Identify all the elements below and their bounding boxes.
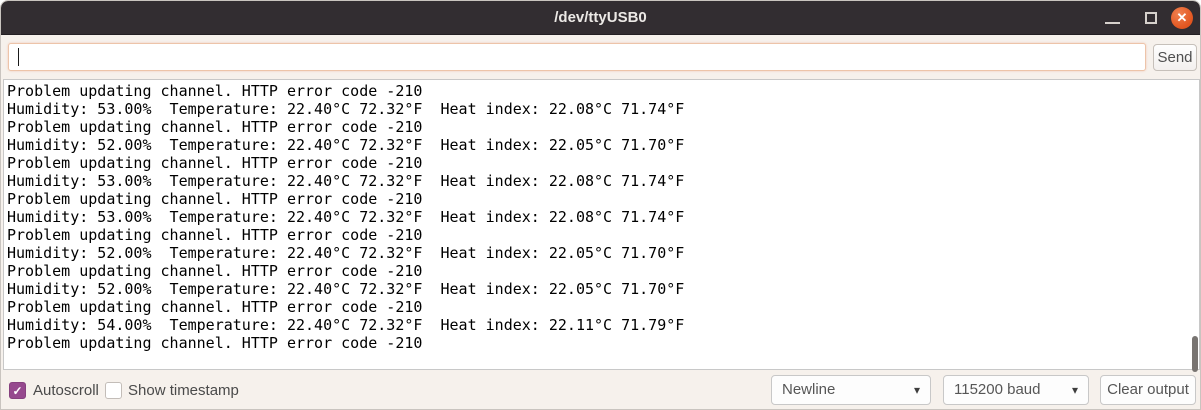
serial-output-area[interactable]: Problem updating channel. HTTP error cod… xyxy=(3,79,1200,370)
line-ending-selected: Newline xyxy=(782,381,836,398)
text-cursor xyxy=(18,48,19,66)
serial-output-line: Humidity: 52.00% Temperature: 22.40°C 72… xyxy=(7,136,685,154)
autoscroll-label[interactable]: Autoscroll xyxy=(33,382,99,399)
serial-output-line: Humidity: 54.00% Temperature: 22.40°C 72… xyxy=(7,316,685,334)
scrollbar-track[interactable] xyxy=(1191,79,1199,372)
serial-output-line: Humidity: 53.00% Temperature: 22.40°C 72… xyxy=(7,172,685,190)
line-ending-dropdown[interactable]: Newline ▾ xyxy=(771,375,931,405)
send-row: Send xyxy=(1,36,1200,79)
serial-output-line: Humidity: 53.00% Temperature: 22.40°C 72… xyxy=(7,208,685,226)
clear-output-button[interactable]: Clear output xyxy=(1100,375,1196,405)
serial-output-line: Humidity: 52.00% Temperature: 22.40°C 72… xyxy=(7,244,685,262)
serial-output-line: Humidity: 52.00% Temperature: 22.40°C 72… xyxy=(7,280,685,298)
scrollbar-thumb[interactable] xyxy=(1192,336,1198,372)
serial-output-line: Problem updating channel. HTTP error cod… xyxy=(7,262,423,280)
autoscroll-checkbox[interactable]: ✓ xyxy=(9,382,26,399)
show-timestamp-checkbox[interactable] xyxy=(105,382,122,399)
show-timestamp-label[interactable]: Show timestamp xyxy=(128,382,239,399)
close-icon[interactable]: ✕ xyxy=(1171,7,1193,29)
chevron-down-icon: ▾ xyxy=(913,383,920,397)
serial-output-line: Problem updating channel. HTTP error cod… xyxy=(7,82,423,100)
serial-output-line: Problem updating channel. HTTP error cod… xyxy=(7,298,423,316)
serial-output-line: Problem updating channel. HTTP error cod… xyxy=(7,154,423,172)
send-button[interactable]: Send xyxy=(1153,44,1197,71)
baud-rate-selected: 115200 baud xyxy=(954,381,1041,398)
serial-output-line: Problem updating channel. HTTP error cod… xyxy=(7,190,423,208)
serial-output-line: Problem updating channel. HTTP error cod… xyxy=(7,334,423,352)
titlebar[interactable]: /dev/ttyUSB0 ✕ xyxy=(1,1,1200,35)
status-bar: ✓ Autoscroll Show timestamp Newline ▾ 11… xyxy=(1,370,1200,409)
serial-output-line: Problem updating channel. HTTP error cod… xyxy=(7,226,423,244)
chevron-down-icon: ▾ xyxy=(1071,383,1078,397)
serial-output-line: Problem updating channel. HTTP error cod… xyxy=(7,118,423,136)
serial-send-input[interactable] xyxy=(8,43,1146,71)
serial-output-line: Humidity: 53.00% Temperature: 22.40°C 72… xyxy=(7,100,685,118)
window-title: /dev/ttyUSB0 xyxy=(554,9,647,26)
baud-rate-dropdown[interactable]: 115200 baud ▾ xyxy=(943,375,1089,405)
minimize-icon[interactable] xyxy=(1105,22,1120,24)
maximize-icon[interactable] xyxy=(1145,12,1157,24)
